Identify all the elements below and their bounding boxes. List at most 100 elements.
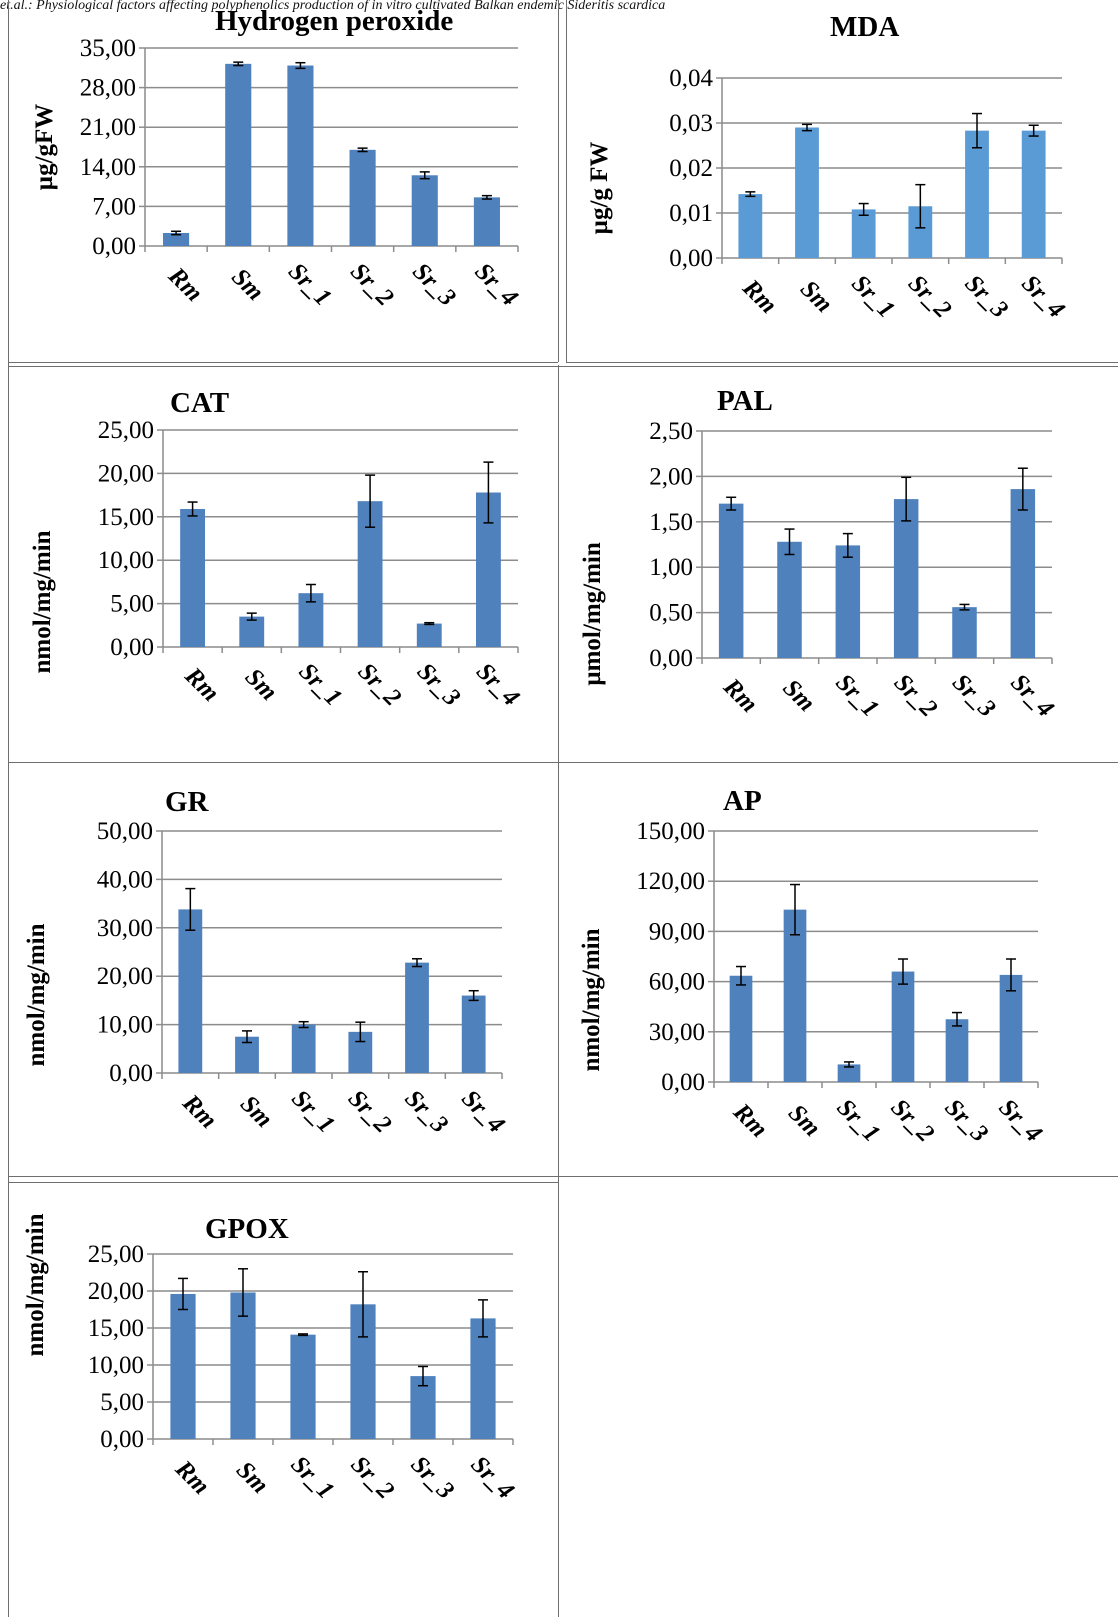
- bar-Sr_4: [999, 974, 1023, 1082]
- x-tick-label: Sr_1: [286, 1085, 339, 1138]
- bar-Sr_1: [835, 545, 861, 658]
- y-tick-label: 90,00: [649, 918, 705, 945]
- y-tick-label: 2,50: [649, 418, 693, 445]
- x-tick-label: Sr_3: [400, 1085, 453, 1138]
- bar-Sr_2: [350, 1304, 376, 1439]
- y-tick-label: 21,00: [80, 114, 136, 141]
- bar-Sr_3: [405, 962, 429, 1073]
- bar-Sr_3: [965, 130, 989, 258]
- bar-Sm: [225, 63, 252, 247]
- x-tick-label: Rm: [162, 262, 207, 307]
- y-tick-label: 14,00: [80, 154, 136, 181]
- x-tick-label: Sr_3: [412, 658, 465, 711]
- y-tick-label: 25,00: [98, 417, 154, 444]
- y-tick-label: 28,00: [80, 75, 136, 102]
- y-axis-label: nmol/mg/min: [23, 923, 50, 1066]
- table-line: [8, 1182, 559, 1183]
- y-axis-label: µg/gFW: [31, 104, 58, 191]
- bar-Sr_1: [298, 593, 324, 647]
- bar-Sr_2: [349, 149, 376, 246]
- x-tick-label: Sr_2: [343, 1085, 396, 1138]
- x-tick-label: Rm: [737, 274, 782, 319]
- table-line: [566, 362, 1118, 363]
- x-tick-label: Sr_4: [469, 258, 522, 311]
- chart-title: PAL: [717, 385, 773, 417]
- chart-title: MDA: [830, 11, 899, 43]
- x-tick-label: Sr_1: [846, 270, 899, 323]
- bar-Sr_4: [473, 197, 500, 246]
- x-tick-label: Sr_2: [346, 1451, 399, 1504]
- bar-Sr_4: [1021, 130, 1046, 258]
- x-tick-label: Sm: [226, 263, 269, 306]
- x-tick-label: Sr_4: [456, 1085, 509, 1138]
- bar-Rm: [178, 909, 203, 1073]
- bar-Sr_2: [348, 1031, 373, 1073]
- running-title: et.al.: Physiological factors affecting …: [0, 0, 666, 12]
- bar-Sr_1: [851, 209, 876, 258]
- x-tick-label: Sm: [240, 663, 283, 706]
- table-line: [8, 362, 558, 363]
- table-line: [8, 762, 1118, 763]
- bar-Sr_1: [291, 1024, 316, 1073]
- y-tick-label: 0,02: [669, 155, 713, 182]
- x-tick-label: Sr_2: [903, 270, 956, 323]
- bar-Sr_1: [837, 1064, 861, 1082]
- y-tick-label: 2,00: [649, 463, 693, 490]
- y-tick-label: 40,00: [97, 866, 153, 893]
- x-tick-label: Sm: [235, 1090, 278, 1133]
- bar-Sm: [777, 541, 802, 658]
- y-tick-label: 0,00: [669, 245, 713, 272]
- y-tick-label: 30,00: [649, 1019, 705, 1046]
- bar-Sm: [795, 127, 819, 258]
- bar-Sr_4: [470, 1318, 496, 1439]
- x-tick-label: Rm: [169, 1455, 214, 1500]
- y-axis-label: nmol/mg/min: [578, 928, 605, 1071]
- table-line: [558, 0, 559, 362]
- x-tick-label: Sr_3: [406, 1451, 459, 1504]
- y-tick-label: 60,00: [649, 969, 705, 996]
- x-tick-label: Rm: [727, 1098, 772, 1143]
- table-line: [8, 366, 1118, 367]
- x-tick-label: Sr_1: [830, 669, 883, 722]
- x-tick-label: Sr_2: [886, 1094, 939, 1147]
- y-axis-label: µmol/mg/min: [579, 542, 606, 686]
- y-tick-label: 5,00: [100, 1389, 144, 1416]
- x-tick-label: Sr_3: [407, 258, 460, 311]
- y-tick-label: 20,00: [97, 963, 153, 990]
- y-axis-label: nmol/mg/min: [22, 1213, 49, 1356]
- bar-Rm: [729, 975, 753, 1082]
- x-tick-label: Rm: [177, 1089, 222, 1134]
- y-tick-label: 0,00: [100, 1426, 144, 1453]
- x-tick-label: Sm: [231, 1456, 274, 1499]
- bar-Rm: [738, 194, 763, 258]
- y-tick-label: 0,00: [92, 233, 136, 260]
- bar-Rm: [718, 503, 744, 658]
- x-tick-label: Sr_4: [1005, 669, 1058, 722]
- x-tick-label: Sr_2: [889, 669, 942, 722]
- x-tick-label: Rm: [717, 673, 762, 718]
- bar-Sr_4: [461, 995, 486, 1073]
- bar-Sr_1: [290, 1334, 316, 1439]
- y-tick-label: 10,00: [98, 547, 154, 574]
- x-tick-label: Sm: [777, 674, 820, 717]
- y-tick-label: 10,00: [88, 1352, 144, 1379]
- x-tick-label: Sr_3: [960, 270, 1013, 323]
- bar-Sr_2: [893, 499, 919, 658]
- y-tick-label: 50,00: [97, 818, 153, 845]
- x-tick-label: Sr_4: [994, 1094, 1047, 1147]
- bar-Sm: [783, 909, 807, 1082]
- y-tick-label: 20,00: [98, 460, 154, 487]
- bar-Sm: [239, 616, 265, 647]
- y-tick-label: 0,01: [669, 200, 713, 227]
- y-tick-label: 120,00: [636, 868, 705, 895]
- bar-Sr_4: [475, 492, 501, 647]
- y-tick-label: 0,00: [649, 645, 693, 672]
- bar-Sr_3: [411, 175, 438, 246]
- x-tick-label: Sr_2: [345, 258, 398, 311]
